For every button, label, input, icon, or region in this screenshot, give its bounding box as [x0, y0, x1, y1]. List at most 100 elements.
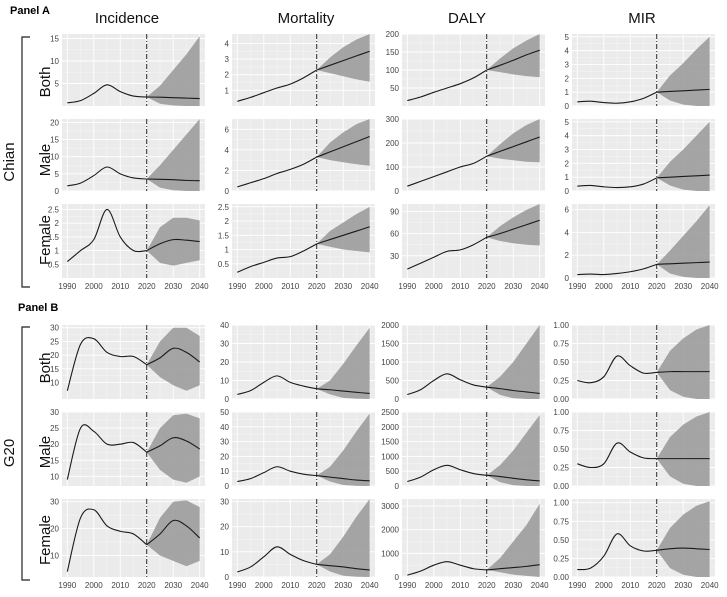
y-tick-label: 20 — [220, 358, 229, 367]
historical-series-line — [66, 336, 148, 391]
historical-series-line — [407, 373, 487, 396]
y-tick-label: 15 — [50, 35, 59, 44]
y-tick-label: 0.75 — [553, 427, 569, 436]
y-tick-label: 0.50 — [553, 445, 569, 454]
y-tick-label: 0 — [225, 395, 230, 404]
x-tick-label: 1990 — [568, 581, 586, 590]
subplot-pa-incidence-female: 0.5 1 1.5 2 2.5 1990 2000 2010 2020 2030 2040 — [48, 204, 209, 291]
forecast-series-line — [146, 347, 201, 366]
x-tick-label: 2030 — [334, 282, 352, 291]
y-tick-label: 1.00 — [553, 321, 569, 330]
y-tick-label: 20 — [50, 440, 59, 449]
y-tick-label: 1 — [565, 88, 570, 97]
x-tick-label: 1990 — [58, 581, 76, 590]
y-tick-label: 40 — [220, 321, 229, 330]
subplot-pb-mir-male: 0.00 0.25 0.50 0.75 1.00 — [553, 408, 715, 491]
historical-series-line — [577, 355, 657, 384]
y-tick-label: 60 — [390, 230, 399, 239]
y-tick-label: 30 — [220, 498, 229, 507]
y-tick-label: 10 — [220, 467, 229, 476]
col-title-mortality: Mortality — [278, 10, 335, 27]
confidence-band — [316, 327, 370, 399]
x-tick-label: 2020 — [138, 581, 156, 590]
y-tick-label: 3 — [565, 145, 570, 154]
y-tick-label: 3 — [225, 55, 230, 64]
y-tick-label: 5 — [565, 118, 570, 127]
y-tick-label: 1.5 — [48, 233, 60, 242]
x-tick-label: 2040 — [191, 581, 209, 590]
y-tick-label: 0.75 — [553, 340, 569, 349]
x-tick-label: 1990 — [398, 581, 416, 590]
panel-a-label: Panel A — [10, 5, 50, 17]
y-tick-label: 15 — [50, 365, 59, 374]
y-tick-label: 90 — [390, 207, 399, 216]
x-tick-label: 2020 — [138, 282, 156, 291]
y-tick-label: 2 — [225, 71, 230, 80]
y-tick-label: 0.5 — [218, 260, 230, 269]
x-tick-label: 2040 — [361, 282, 379, 291]
forecast-series-line — [316, 475, 370, 482]
y-tick-label: 0.25 — [553, 464, 569, 473]
y-tick-label: 15 — [50, 456, 59, 465]
y-tick-label: 2 — [225, 217, 230, 226]
y-tick-label: 1 — [225, 246, 230, 255]
y-tick-label: 30 — [220, 438, 229, 447]
y-tick-label: 2500 — [381, 408, 399, 417]
forecast-series-line — [486, 564, 540, 571]
subplot-pa-mir-female: 0 2 4 6 1990 2000 2010 2020 2030 2040 — [565, 204, 719, 291]
confidence-band — [316, 34, 370, 82]
y-tick-label: 4 — [565, 47, 570, 56]
y-tick-label: 10 — [50, 153, 59, 162]
subplot-pa-daly-male: 0 100 200 300 — [386, 115, 545, 196]
forecast-series-line — [486, 386, 540, 394]
forecast-series-line — [486, 49, 540, 71]
y-tick-label: 20 — [50, 351, 59, 360]
y-tick-label: 0.00 — [553, 395, 569, 404]
confidence-band — [656, 121, 710, 191]
y-tick-label: 20 — [50, 525, 59, 534]
historical-series-line — [237, 156, 318, 188]
panel-a-row-label-both: Both — [37, 67, 54, 98]
forecast-series-line — [316, 388, 370, 394]
x-tick-label: 2000 — [595, 282, 613, 291]
forecast-series-line — [486, 474, 540, 482]
historical-series-line — [237, 243, 317, 273]
y-tick-label: 0 — [225, 573, 230, 582]
y-tick-label: 1500 — [381, 438, 399, 447]
y-tick-label: 2 — [225, 166, 230, 175]
y-tick-label: 4 — [225, 146, 230, 155]
y-tick-label: 300 — [386, 115, 400, 124]
x-tick-label: 2010 — [621, 282, 639, 291]
x-tick-label: 1990 — [228, 282, 246, 291]
x-tick-label: 2020 — [308, 282, 326, 291]
historical-series-line — [577, 263, 657, 276]
forecast-series-line — [656, 371, 710, 373]
y-tick-label: 500 — [386, 377, 400, 386]
subplot-pa-incidence-male: 0 5 10 15 20 — [50, 118, 205, 196]
y-tick-label: 25 — [50, 424, 59, 433]
x-tick-label: 2040 — [701, 282, 719, 291]
confidence-band — [656, 501, 710, 577]
forecast-series-line — [656, 261, 710, 265]
y-tick-label: 2.5 — [48, 205, 60, 214]
x-tick-label: 2000 — [595, 581, 613, 590]
y-tick-label: 0.25 — [553, 554, 569, 563]
historical-series-line — [66, 424, 148, 480]
y-tick-label: 6 — [225, 125, 230, 134]
forecast-series-line — [656, 547, 710, 551]
y-tick-label: 200 — [386, 30, 400, 39]
panel-b-group-label: G20 — [1, 439, 18, 467]
col-title-daly: DALY — [448, 10, 486, 27]
confidence-band — [486, 34, 540, 78]
historical-series-line — [407, 155, 488, 187]
confidence-band — [486, 325, 540, 399]
subplot-pb-incidence-both: 10 15 20 25 30 — [50, 324, 205, 399]
x-tick-label: 2040 — [191, 282, 209, 291]
y-tick-label: 1 — [55, 247, 60, 256]
historical-series-line — [66, 508, 148, 572]
y-tick-label: 6 — [565, 206, 570, 215]
forecast-series-line — [316, 135, 370, 158]
y-tick-label: 50 — [220, 408, 229, 417]
col-title-incidence: Incidence — [95, 10, 159, 27]
